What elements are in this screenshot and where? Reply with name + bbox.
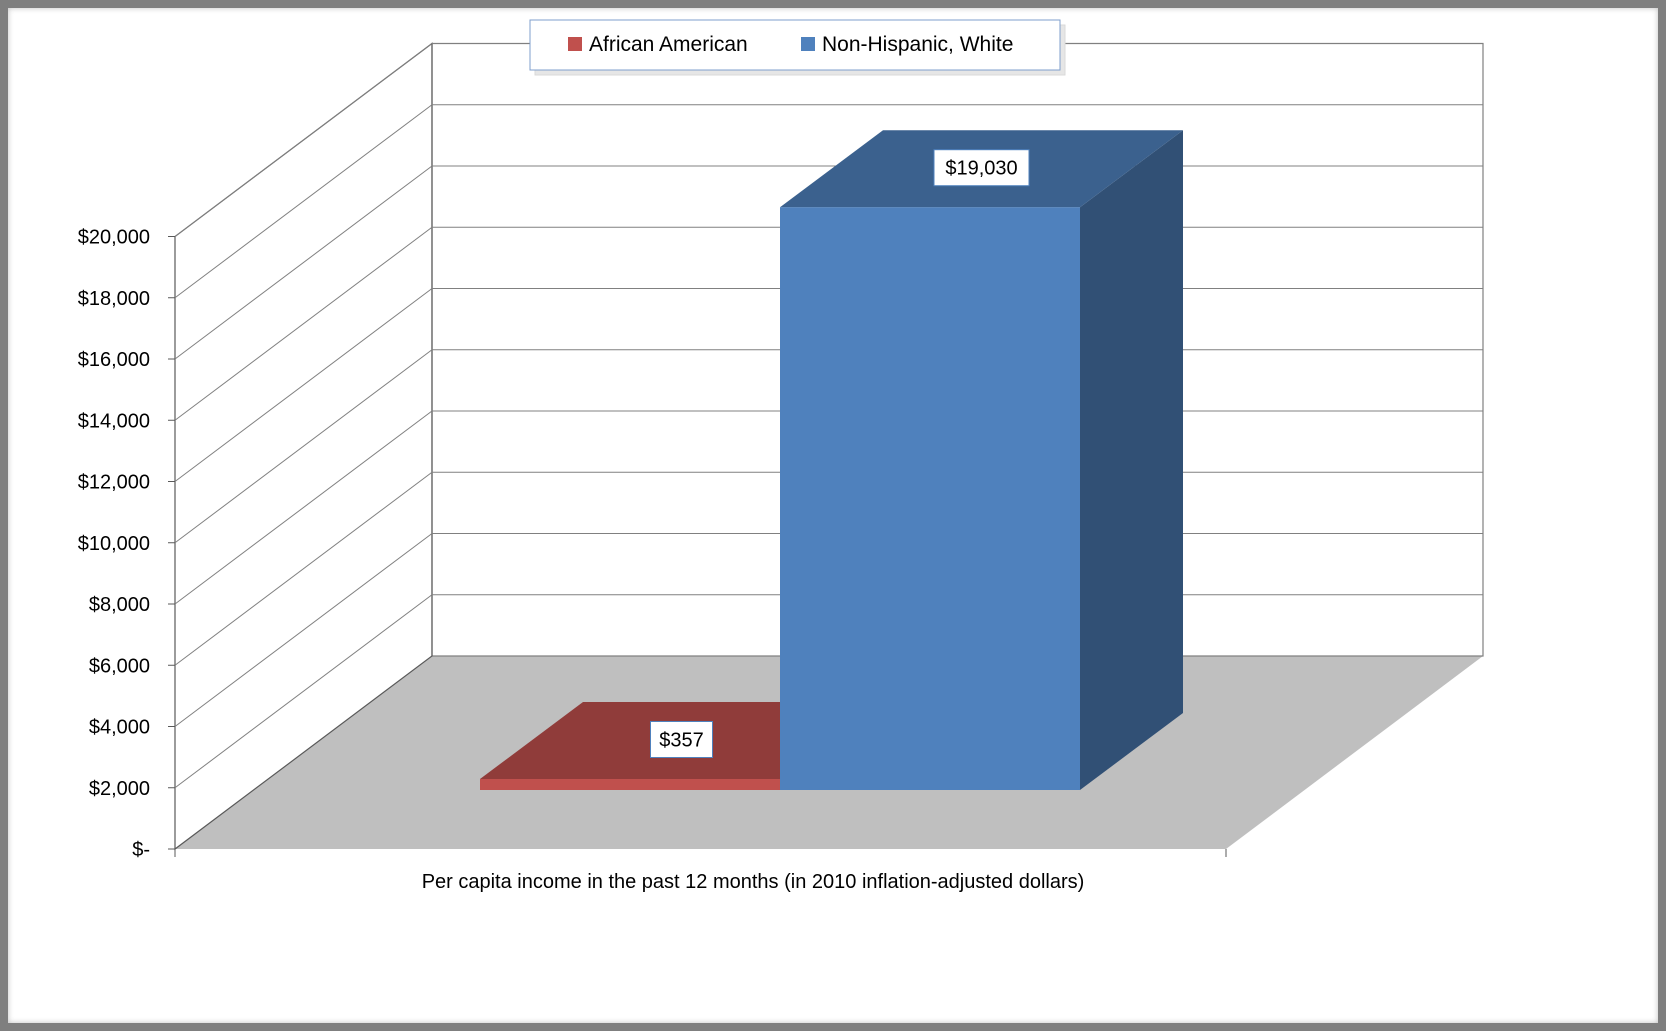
gridline	[174, 288, 433, 482]
y-tick-label: $16,000	[78, 349, 150, 371]
gridline	[174, 43, 433, 237]
legend-swatch	[801, 37, 815, 51]
legend: African American Non-Hispanic, White	[529, 19, 1066, 76]
bar-front	[480, 779, 780, 790]
legend-box	[529, 19, 1061, 71]
y-tick-label: $14,000	[78, 410, 150, 432]
y-tick-label: $20,000	[78, 227, 150, 249]
gridline	[174, 594, 433, 789]
y-tick-label: $12,000	[78, 472, 150, 494]
y-tick-label: $18,000	[78, 288, 150, 310]
y-tick-label: $6,000	[89, 655, 150, 677]
legend-swatch	[568, 37, 582, 51]
gridline	[174, 349, 433, 544]
gridline	[174, 410, 433, 605]
chart-frame: $- $2,000 $4,000 $6,000 $8,000 $10,000 $12,000…	[8, 8, 1658, 1023]
data-label-text: $19,030	[945, 158, 1017, 180]
y-tick-label: $8,000	[89, 594, 150, 616]
y-tick-label: $2,000	[89, 778, 150, 800]
bar-side	[1080, 130, 1183, 791]
gridline	[174, 165, 433, 360]
y-tick-label: $-	[132, 839, 150, 861]
data-label: $19,030	[933, 149, 1030, 187]
bar-non-hispanic-white	[780, 130, 1183, 791]
y-tick-label: $4,000	[89, 717, 150, 739]
y-tick-label: $10,000	[78, 533, 150, 555]
gridline	[174, 226, 433, 421]
legend-label: African American	[589, 33, 748, 56]
x-category-label: Per capita income in the past 12 months …	[422, 871, 1085, 893]
bar-front	[780, 207, 1080, 791]
gridline	[174, 533, 433, 727]
chart-svg: $- $2,000 $4,000 $6,000 $8,000 $10,000 $12,000…	[78, 19, 1484, 893]
data-label-box	[650, 721, 713, 758]
data-label-text: $357	[659, 730, 704, 752]
y-axis-ticks: $- $2,000 $4,000 $6,000 $8,000 $10,000 $12,000…	[78, 227, 175, 861]
data-label: $357	[650, 721, 713, 758]
bars	[480, 130, 1183, 791]
gridline	[174, 471, 433, 666]
data-label-box	[933, 149, 1030, 187]
gridline	[174, 104, 433, 299]
data-labels: $357 $19,030	[650, 149, 1030, 758]
legend-label: Non-Hispanic, White	[822, 33, 1013, 56]
